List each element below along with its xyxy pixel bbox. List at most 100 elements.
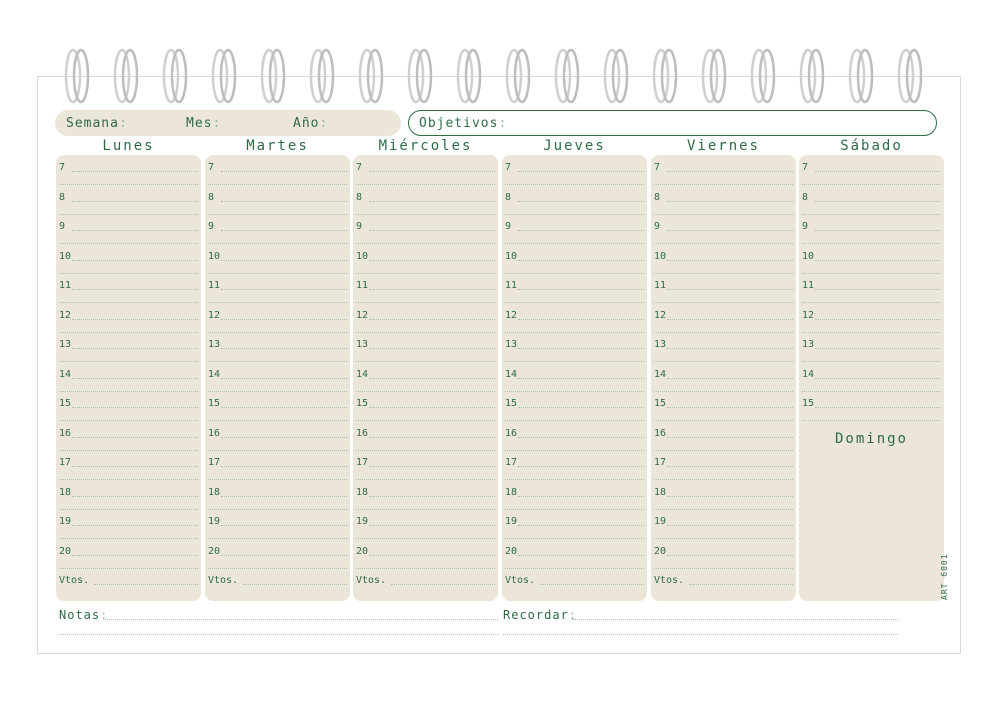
hour-slot[interactable]: 7: [502, 155, 647, 185]
hour-slot[interactable]: 17: [353, 450, 498, 480]
hour-slot[interactable]: 20: [353, 539, 498, 569]
hour-slot[interactable]: 17: [502, 450, 647, 480]
hour-slot[interactable]: 11: [353, 273, 498, 303]
hour-slot[interactable]: 19: [502, 509, 647, 539]
hour-slot[interactable]: 18: [651, 480, 796, 510]
hour-slot[interactable]: 16: [205, 421, 350, 451]
hour-slot[interactable]: 10: [56, 244, 201, 274]
hour-slot[interactable]: 13: [799, 332, 944, 362]
hour-slot[interactable]: 15: [353, 391, 498, 421]
hour-slot[interactable]: 14: [205, 362, 350, 392]
hour-slot[interactable]: 11: [205, 273, 350, 303]
hour-slot[interactable]: 15: [56, 391, 201, 421]
remember-field[interactable]: Recordar:: [503, 608, 578, 622]
hour-slot[interactable]: 19: [56, 509, 201, 539]
hour-slot[interactable]: 12: [502, 303, 647, 333]
hour-slot[interactable]: 18: [205, 480, 350, 510]
hour-slot[interactable]: 17: [651, 450, 796, 480]
hour-slot[interactable]: 8: [799, 185, 944, 215]
hour-slot[interactable]: 10: [651, 244, 796, 274]
hour-slot[interactable]: 20: [651, 539, 796, 569]
hour-slot[interactable]: 17: [56, 450, 201, 480]
hour-slot[interactable]: 11: [799, 273, 944, 303]
hour-slot[interactable]: 9: [205, 214, 350, 244]
hour-slot[interactable]: 16: [502, 421, 647, 451]
week-field[interactable]: Semana:: [66, 116, 128, 131]
hour-slot[interactable]: 11: [56, 273, 201, 303]
hour-slot[interactable]: 16: [56, 421, 201, 451]
hour-slot[interactable]: 19: [353, 509, 498, 539]
hour-slot[interactable]: 15: [502, 391, 647, 421]
hour-slot[interactable]: 14: [353, 362, 498, 392]
vtos-slot[interactable]: Vtos.: [651, 568, 796, 598]
objectives-box[interactable]: Objetivos:: [408, 110, 937, 136]
notes-line-1[interactable]: [105, 619, 498, 620]
hour-slot[interactable]: 8: [502, 185, 647, 215]
hour-slot[interactable]: 12: [353, 303, 498, 333]
hour-slot[interactable]: 7: [205, 155, 350, 185]
remember-line-2[interactable]: [503, 634, 898, 635]
hour-slot[interactable]: 13: [56, 332, 201, 362]
hour-slot[interactable]: 16: [353, 421, 498, 451]
hour-slot[interactable]: 11: [502, 273, 647, 303]
hour-slot[interactable]: 14: [799, 362, 944, 392]
hour-slot[interactable]: 17: [205, 450, 350, 480]
hour-slot[interactable]: 15: [205, 391, 350, 421]
writing-line: [59, 272, 198, 274]
hour-slot[interactable]: 19: [205, 509, 350, 539]
vtos-slot[interactable]: Vtos.: [502, 568, 647, 598]
hour-slot[interactable]: 9: [353, 214, 498, 244]
hour-slot[interactable]: 7: [799, 155, 944, 185]
hour-slot[interactable]: 16: [651, 421, 796, 451]
notes-line-2[interactable]: [59, 634, 498, 635]
hour-slot[interactable]: 8: [651, 185, 796, 215]
hour-slot[interactable]: 13: [502, 332, 647, 362]
remember-line-1[interactable]: [572, 619, 898, 620]
hour-slot[interactable]: 8: [353, 185, 498, 215]
hour-slot[interactable]: 10: [353, 244, 498, 274]
hour-slot[interactable]: 11: [651, 273, 796, 303]
hour-slot[interactable]: 14: [651, 362, 796, 392]
hour-slot[interactable]: 18: [502, 480, 647, 510]
hour-slot[interactable]: 20: [502, 539, 647, 569]
hour-slot[interactable]: 18: [56, 480, 201, 510]
hour-slot[interactable]: 8: [205, 185, 350, 215]
writing-line: [654, 331, 793, 333]
hour-slot[interactable]: 10: [502, 244, 647, 274]
vtos-slot[interactable]: Vtos.: [56, 568, 201, 598]
writing-line: [654, 361, 793, 362]
month-field[interactable]: Mes:: [186, 116, 222, 131]
hour-slot[interactable]: 20: [56, 539, 201, 569]
hour-slot[interactable]: 8: [56, 185, 201, 215]
hour-slot[interactable]: 20: [205, 539, 350, 569]
hour-slot[interactable]: 9: [502, 214, 647, 244]
hour-slot[interactable]: 18: [353, 480, 498, 510]
hour-label: 17: [505, 457, 518, 468]
hour-slot[interactable]: 7: [651, 155, 796, 185]
vtos-slot[interactable]: Vtos.: [205, 568, 350, 598]
hour-slot[interactable]: 13: [651, 332, 796, 362]
vtos-slot[interactable]: Vtos.: [353, 568, 498, 598]
hour-slot[interactable]: 12: [799, 303, 944, 333]
year-field[interactable]: Año:: [293, 116, 329, 131]
hour-slot[interactable]: 14: [502, 362, 647, 392]
hour-slot[interactable]: 15: [651, 391, 796, 421]
hour-slot[interactable]: 14: [56, 362, 201, 392]
writing-line: [369, 466, 495, 467]
hour-slot[interactable]: 9: [799, 214, 944, 244]
hour-slot[interactable]: 9: [651, 214, 796, 244]
hour-slot[interactable]: 12: [651, 303, 796, 333]
hour-slot[interactable]: 15: [799, 391, 944, 421]
hour-slot[interactable]: 19: [651, 509, 796, 539]
hour-slot[interactable]: 7: [56, 155, 201, 185]
hour-slot[interactable]: 7: [353, 155, 498, 185]
notes-field[interactable]: Notas:: [59, 608, 109, 622]
hour-slot[interactable]: 9: [56, 214, 201, 244]
hour-slot[interactable]: 13: [205, 332, 350, 362]
hour-slot[interactable]: 12: [56, 303, 201, 333]
writing-line: [356, 538, 495, 539]
hour-slot[interactable]: 10: [205, 244, 350, 274]
hour-slot[interactable]: 10: [799, 244, 944, 274]
hour-slot[interactable]: 13: [353, 332, 498, 362]
hour-slot[interactable]: 12: [205, 303, 350, 333]
